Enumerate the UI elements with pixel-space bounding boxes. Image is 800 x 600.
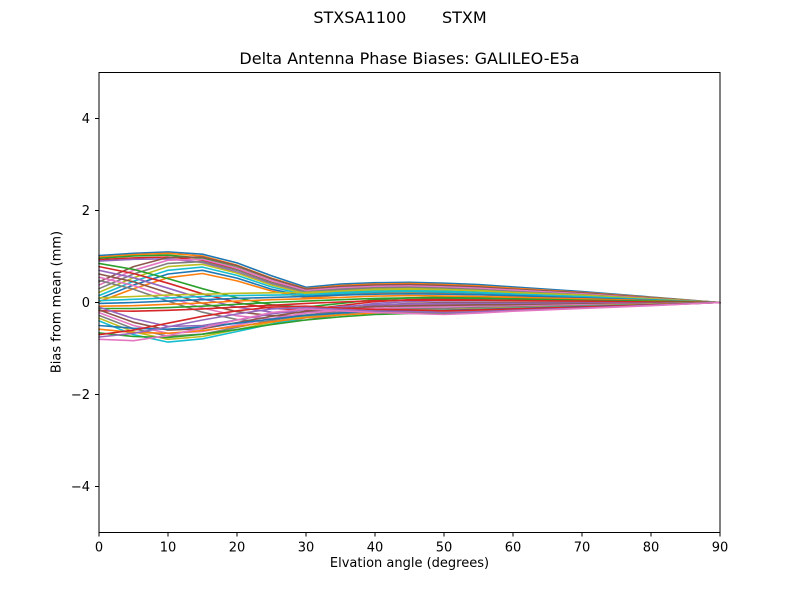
x-tick-label: 90 bbox=[712, 541, 729, 556]
series-line bbox=[98, 297, 721, 310]
y-tick-label: 4 bbox=[82, 112, 90, 127]
x-tick-label: 10 bbox=[160, 541, 177, 556]
series-line bbox=[98, 292, 721, 305]
plot-title: Delta Antenna Phase Biases: GALILEO-E5a bbox=[239, 49, 580, 68]
series-line bbox=[98, 258, 721, 304]
series-line bbox=[98, 256, 721, 304]
x-tick-label: 70 bbox=[574, 541, 591, 556]
series-line bbox=[98, 301, 721, 331]
series-line bbox=[98, 294, 721, 308]
figure-suptitle: STXSA1100 STXM bbox=[313, 8, 487, 27]
x-tick-label: 30 bbox=[298, 541, 315, 556]
x-tick-label: 60 bbox=[505, 541, 522, 556]
series-line bbox=[98, 301, 721, 342]
x-tick-label: 50 bbox=[436, 541, 453, 556]
x-tick-label: 0 bbox=[95, 541, 103, 556]
series-line bbox=[98, 288, 721, 304]
series-line bbox=[98, 301, 721, 328]
x-axis-label: Elvation angle (degrees) bbox=[329, 556, 490, 571]
series-line bbox=[98, 299, 721, 313]
x-tick-label: 40 bbox=[367, 541, 384, 556]
y-tick-label: −2 bbox=[71, 388, 90, 403]
series-line bbox=[98, 301, 721, 336]
y-tick-label: −4 bbox=[71, 480, 90, 495]
series-line bbox=[98, 290, 721, 304]
y-tick-label: 2 bbox=[82, 204, 90, 219]
y-axis-label: Bias from mean (mm) bbox=[49, 230, 65, 374]
x-tick-label: 80 bbox=[643, 541, 660, 556]
series-line bbox=[98, 251, 721, 304]
y-tick-label: 0 bbox=[82, 296, 90, 311]
x-tick-label: 20 bbox=[229, 541, 246, 556]
